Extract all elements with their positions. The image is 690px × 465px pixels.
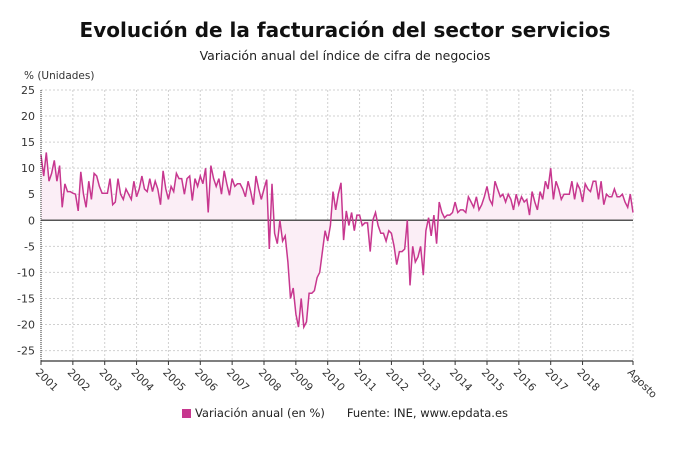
x-tick-label: 2009 [288, 367, 315, 394]
x-tick-label: 2006 [192, 367, 220, 395]
y-tick-label: -25 [17, 345, 35, 358]
series-line [40, 152, 634, 330]
x-tick-label: 2003 [97, 367, 124, 394]
chart-title: Evolución de la facturación del sector s… [79, 18, 611, 42]
x-tick-label: 2001 [33, 367, 60, 394]
x-tick-label: 2005 [160, 367, 187, 394]
x-tick-label: 2013 [415, 367, 442, 394]
y-tick-label: 25 [21, 84, 35, 97]
y-tick-label: 10 [21, 162, 35, 175]
y-tick-label: 20 [21, 110, 35, 123]
legend-swatch [181, 409, 191, 418]
x-tick-label: 2012 [383, 367, 410, 394]
x-tick-label: 2011 [351, 367, 378, 394]
x-tick-label: 2017 [543, 367, 570, 394]
x-tick-label: Agosto [625, 367, 659, 400]
y-tick-label: -15 [17, 292, 35, 305]
y-tick-label: 5 [28, 188, 35, 201]
x-tick-label: 2016 [511, 367, 539, 395]
x-tick-label: 2008 [256, 367, 283, 394]
y-axis-label: % (Unidades) [24, 70, 94, 82]
x-tick-label: 2014 [447, 367, 475, 395]
y-tick-label: -5 [24, 240, 35, 253]
y-tick-label: 0 [28, 214, 35, 227]
x-tick-label: 2015 [479, 367, 506, 394]
legend-label: Variación anual (en %) [194, 406, 325, 420]
x-tick-label: 2010 [320, 367, 347, 394]
series-area [41, 152, 633, 328]
chart: % (Unidades)2520151050-5-10-15-20-252001… [17, 70, 659, 400]
x-tick-label: 2007 [224, 367, 251, 394]
y-tick-label: -20 [17, 319, 35, 332]
y-tick-label: 15 [21, 136, 35, 149]
x-tick-label: 2002 [65, 367, 92, 394]
x-tick-label: 2004 [128, 367, 156, 395]
chart-subtitle: Variación anual del índice de cifra de n… [199, 48, 491, 63]
source-text: Fuente: INE, www.epdata.es [346, 406, 509, 420]
legend: Variación anual (en %) Fuente: INE, www.e… [0, 406, 690, 420]
x-tick-label: 2018 [574, 367, 601, 394]
y-tick-label: -10 [17, 266, 35, 279]
